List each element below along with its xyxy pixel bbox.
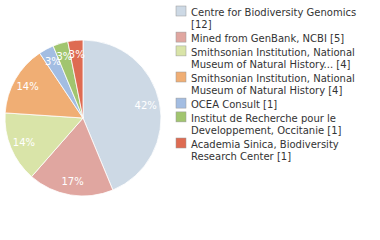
legend-label: Centre for Biodiversity Genomics [12]	[191, 7, 359, 30]
data-label: 14%	[13, 137, 35, 148]
legend-line: Mined from GenBank, NCBI [5]	[191, 33, 344, 44]
legend-label: Academia Sinica, Biodiversity Research C…	[191, 139, 342, 162]
legend-line: Smithsonian Institution, National	[191, 73, 358, 84]
legend-line: Centre for Biodiversity Genomics	[191, 7, 359, 18]
legend-label: OCEA Consult [1]	[191, 99, 277, 110]
legend-line: Research Center [1]	[191, 151, 291, 162]
legend-label: Smithsonian Institution, National Museum…	[191, 73, 358, 96]
legend-swatch	[176, 138, 186, 148]
legend-swatch	[176, 72, 186, 82]
legend-swatch	[176, 98, 186, 108]
chart: 42%17%14%14%3%3%3%Centre for Biodiversit…	[0, 0, 380, 240]
legend-line: Developpement, Occitanie [1]	[191, 125, 342, 136]
data-label: 17%	[61, 176, 83, 187]
legend-line: OCEA Consult [1]	[191, 99, 277, 110]
data-labels: 42%17%14%14%3%3%3%	[13, 49, 157, 187]
legend-swatch	[176, 112, 186, 122]
legend-line: Academia Sinica, Biodiversity	[191, 139, 342, 150]
legend-label: Institut de Recherche pour le Developpem…	[191, 112, 342, 135]
slice	[5, 113, 83, 177]
legend: Centre for Biodiversity Genomics [12] Min…	[176, 6, 359, 162]
data-label: 3%	[69, 49, 85, 60]
legend-line: Museum of Natural History... [4]	[191, 59, 351, 70]
legend-swatch	[176, 6, 186, 16]
legend-line: Museum of Natural History [4]	[191, 85, 342, 96]
legend-swatch	[176, 46, 186, 56]
legend-label: Mined from GenBank, NCBI [5]	[191, 33, 344, 44]
legend-line: Smithsonian Institution, National	[191, 46, 358, 57]
legend-swatch	[176, 32, 186, 42]
legend-label: Smithsonian Institution, National Museum…	[191, 46, 358, 69]
data-label: 42%	[135, 100, 157, 111]
pie	[5, 40, 161, 196]
data-label: 14%	[16, 81, 38, 92]
legend-line: Institut de Recherche pour le	[191, 112, 339, 123]
legend-line: [12]	[191, 19, 212, 30]
